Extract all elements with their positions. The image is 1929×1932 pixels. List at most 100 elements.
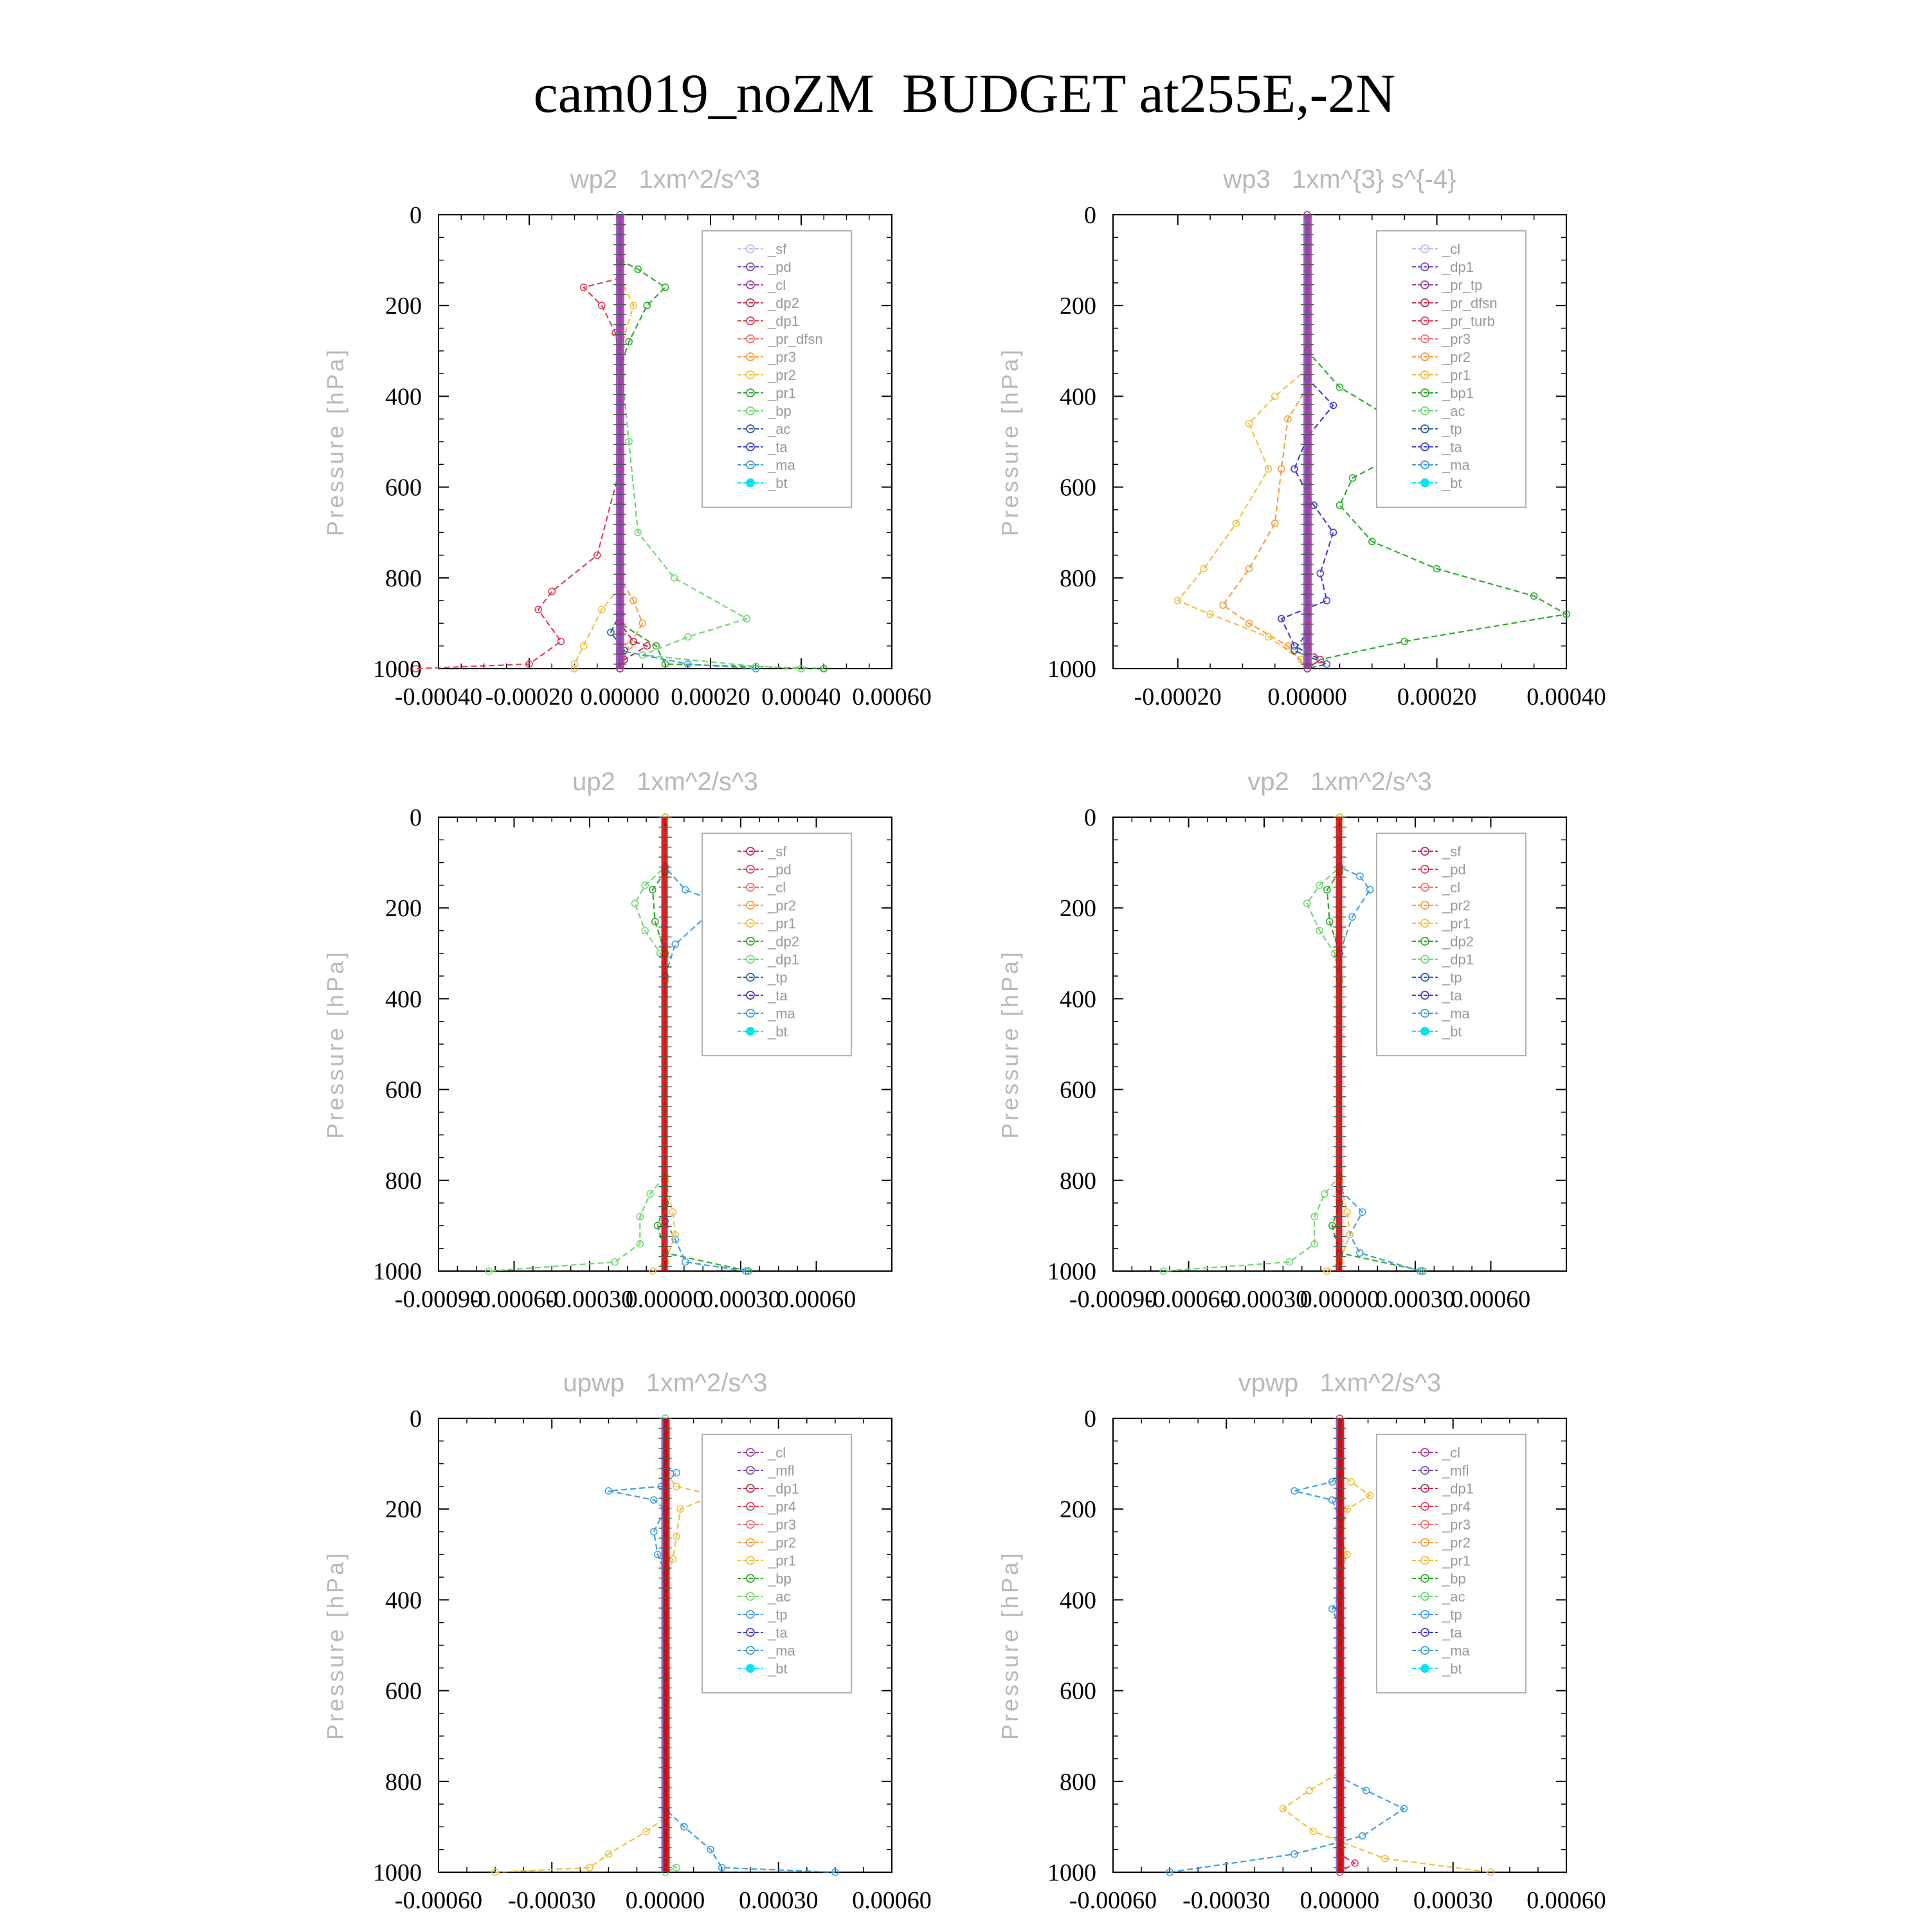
series-point: [1159, 1267, 1168, 1275]
legend-swatch-marker: [746, 1027, 755, 1036]
legend-label: _tp: [1442, 1607, 1462, 1623]
series-point: [1328, 1605, 1336, 1613]
series-line-1: [1281, 1418, 1491, 1873]
y-tick-label: 800: [385, 1168, 422, 1195]
series-point: [752, 665, 760, 673]
legend-swatch-marker: [746, 1484, 755, 1493]
series-point: [653, 1551, 662, 1558]
y-tick-label: 200: [385, 293, 422, 320]
legend-swatch-marker: [746, 1664, 755, 1673]
series-point: [641, 881, 649, 889]
legend-label: _pr2: [767, 898, 796, 914]
series-point: [1530, 592, 1538, 600]
legend-label: _dp2: [1442, 934, 1474, 950]
legend-label: _ma: [1442, 457, 1471, 473]
legend-label: _dp1: [1442, 952, 1474, 968]
legend-label: _pr2: [1442, 349, 1471, 365]
series-point: [1291, 646, 1298, 655]
legend-swatch-marker: [1420, 352, 1429, 361]
series-point: [629, 597, 637, 604]
series-point: [652, 642, 660, 650]
center-series-band: [661, 817, 668, 1271]
y-tick-label: 800: [1060, 1168, 1096, 1195]
x-tick-label: 0.00060: [777, 1286, 856, 1313]
y-tick-label: 1000: [373, 1258, 422, 1285]
legend-label: _ta: [1442, 439, 1462, 455]
legend-swatch-marker: [746, 424, 755, 433]
series-point: [1206, 610, 1214, 618]
legend-label: _tp: [767, 970, 788, 986]
legend-label: _dp1: [767, 1481, 799, 1497]
legend-label: _bt: [1442, 1024, 1462, 1040]
series-point: [1343, 1208, 1352, 1216]
legend-label: _mfl: [1442, 1463, 1469, 1479]
legend-box: [1376, 230, 1526, 508]
chart-title: up2 1xm^2/s^3: [572, 768, 758, 796]
series-point: [1346, 1231, 1354, 1239]
legend-swatch-marker: [746, 244, 755, 253]
series-line-4: [1293, 215, 1329, 670]
series-point: [1219, 601, 1227, 609]
y-tick-label: 0: [1084, 1405, 1096, 1432]
legend-label: _dp2: [767, 934, 799, 950]
legend-swatch-marker: [746, 370, 755, 379]
series-point: [1284, 415, 1292, 423]
legend-label: _pd: [767, 259, 792, 275]
legend-swatch-marker: [746, 1610, 755, 1619]
series-point: [1366, 1492, 1374, 1499]
legend-label: _bp1: [1442, 385, 1474, 401]
x-tick-label: -0.00030: [1220, 1286, 1308, 1313]
y-tick-label: 600: [1060, 474, 1096, 501]
series-line-2: [1222, 215, 1309, 669]
series-point: [1232, 519, 1240, 527]
center-series-band: [1337, 1418, 1345, 1872]
y-tick-label: 800: [1060, 565, 1096, 592]
legend-swatch-marker: [1420, 406, 1429, 415]
legend-label: _bp: [1442, 1571, 1466, 1587]
legend-label: _sf: [767, 844, 787, 860]
legend-label: _pr1: [767, 1553, 796, 1569]
series-point: [1328, 1496, 1336, 1504]
legend-swatch-marker: [746, 883, 755, 892]
chart-panel-4: upwp 1xm^2/s^3 Pressure [hPa] 0 200 400 600 80…: [322, 1369, 932, 1914]
legend-swatch-marker: [1420, 1466, 1429, 1475]
series-point: [1323, 597, 1331, 604]
series-point: [1368, 537, 1376, 546]
legend-swatch-marker: [746, 1448, 755, 1457]
y-tick-label: 400: [385, 383, 422, 410]
x-tick-label: 0.00000: [1300, 1887, 1380, 1914]
series-point: [1291, 465, 1298, 473]
y-tick-label: 400: [1060, 1587, 1096, 1614]
legend-swatch-marker: [1420, 1574, 1429, 1583]
series-point: [718, 1864, 726, 1872]
legend-swatch-marker: [746, 937, 755, 946]
x-tick-label: 0.00000: [580, 683, 660, 710]
y-tick-label: 600: [1060, 1678, 1096, 1705]
legend-swatch-marker: [1420, 424, 1429, 433]
series-point: [642, 1827, 650, 1836]
chart-title: upwp 1xm^2/s^3: [563, 1369, 768, 1397]
x-tick-label: 0.00000: [1300, 1286, 1380, 1313]
series-point: [579, 642, 588, 650]
legend-label: _ac: [1442, 1589, 1465, 1605]
legend-label: _bt: [767, 475, 788, 491]
legend-label: _dp1: [767, 952, 799, 968]
x-tick-label: 0.00060: [1526, 1887, 1606, 1914]
series-point: [557, 637, 565, 646]
series-point: [570, 665, 579, 673]
series-point: [684, 660, 692, 668]
series-point: [1285, 1258, 1293, 1266]
series-point: [1316, 569, 1325, 577]
series-line-0: [608, 1418, 835, 1873]
series-point: [649, 1267, 657, 1275]
legend-swatch-marker: [1420, 334, 1429, 343]
series-point: [548, 588, 556, 595]
series-point: [1271, 519, 1279, 527]
center-series-band: [1305, 215, 1312, 669]
legend-label: _pr1: [1442, 1553, 1471, 1569]
legend-label: _pr3: [767, 1517, 796, 1533]
legend-label: _pr4: [1442, 1499, 1471, 1515]
series-point: [1433, 564, 1441, 573]
legend-swatch-marker: [746, 478, 755, 487]
series-point: [607, 628, 615, 636]
